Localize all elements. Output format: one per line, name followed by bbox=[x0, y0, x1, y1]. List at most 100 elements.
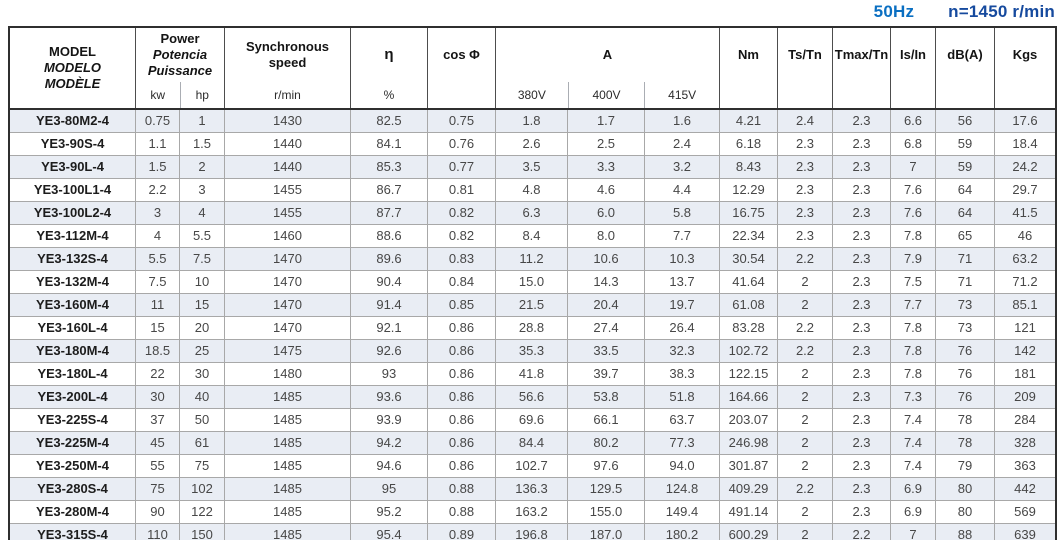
value-cell: 2.3 bbox=[832, 225, 890, 247]
value-cell: 6.8 bbox=[890, 133, 935, 155]
value-cell: 85.3 bbox=[350, 156, 427, 178]
model-cell: YE3-280S-4 bbox=[37, 481, 108, 496]
value-cell: 78 bbox=[935, 409, 994, 431]
value-cell: 20 bbox=[179, 317, 224, 339]
value-cell: 12.29 bbox=[719, 179, 777, 201]
value-cell: 122 bbox=[179, 501, 224, 523]
value-cell: 59 bbox=[935, 133, 994, 155]
value-cell: 39.7 bbox=[567, 363, 644, 385]
value-cell: 181 bbox=[994, 363, 1055, 385]
value-cell: 2.3 bbox=[777, 133, 832, 155]
value-cell: 4.4 bbox=[644, 179, 719, 201]
value-cell: 4.6 bbox=[567, 179, 644, 201]
value-cell: 2.2 bbox=[777, 340, 832, 362]
value-cell: 1440 bbox=[224, 156, 350, 178]
value-cell: 51.8 bbox=[644, 386, 719, 408]
value-cell: 7.8 bbox=[890, 363, 935, 385]
value-cell: 79 bbox=[935, 455, 994, 477]
value-cell: 2.2 bbox=[832, 524, 890, 540]
model-cell: YE3-90L-4 bbox=[41, 159, 104, 174]
value-cell: 110 bbox=[135, 524, 179, 540]
value-cell: 363 bbox=[994, 455, 1055, 477]
value-cell: 2.3 bbox=[832, 363, 890, 385]
table-row: YE3-225M-4 45 61 1485 94.2 0.86 84.4 80.2 77.3 24… bbox=[10, 431, 1055, 454]
value-cell: 2.3 bbox=[777, 225, 832, 247]
value-cell: 0.86 bbox=[427, 386, 495, 408]
value-cell: 93 bbox=[350, 363, 427, 385]
value-cell: 8.4 bbox=[495, 225, 567, 247]
value-cell: 84.1 bbox=[350, 133, 427, 155]
value-cell: 2.5 bbox=[567, 133, 644, 155]
value-cell: 18.4 bbox=[994, 133, 1055, 155]
value-cell: 94.0 bbox=[644, 455, 719, 477]
ts-tn-label: Ts/Tn bbox=[788, 47, 822, 62]
value-cell: 28.8 bbox=[495, 317, 567, 339]
value-cell: 2.3 bbox=[832, 156, 890, 178]
value-cell: 92.6 bbox=[350, 340, 427, 362]
value-cell: 95 bbox=[350, 478, 427, 500]
value-cell: 0.81 bbox=[427, 179, 495, 201]
value-cell: 0.86 bbox=[427, 455, 495, 477]
table-row: YE3-132M-4 7.5 10 1470 90.4 0.84 15.0 14.3 13.7 4… bbox=[10, 270, 1055, 293]
value-cell: 1455 bbox=[224, 179, 350, 201]
value-cell: 21.5 bbox=[495, 294, 567, 316]
value-cell: 11 bbox=[135, 294, 179, 316]
value-cell: 56.6 bbox=[495, 386, 567, 408]
value-cell: 2 bbox=[179, 156, 224, 178]
value-cell: 20.4 bbox=[567, 294, 644, 316]
value-cell: 1485 bbox=[224, 478, 350, 500]
value-cell: 76 bbox=[935, 340, 994, 362]
value-cell: 2.3 bbox=[777, 156, 832, 178]
value-cell: 149.4 bbox=[644, 501, 719, 523]
value-cell: 86.7 bbox=[350, 179, 427, 201]
value-cell: 0.88 bbox=[427, 478, 495, 500]
value-cell: 121 bbox=[994, 317, 1055, 339]
value-cell: 11.2 bbox=[495, 248, 567, 270]
value-cell: 0.86 bbox=[427, 317, 495, 339]
value-cell: 7.8 bbox=[890, 340, 935, 362]
value-cell: 1475 bbox=[224, 340, 350, 362]
table-row: YE3-80M2-4 0.75 1 1430 82.5 0.75 1.8 1.7 1.6 4.21… bbox=[10, 110, 1055, 132]
value-cell: 63.7 bbox=[644, 409, 719, 431]
efficiency-unit: % bbox=[383, 88, 395, 102]
value-cell: 3.5 bbox=[495, 156, 567, 178]
col-header-kw: kw bbox=[150, 88, 166, 102]
value-cell: 4.21 bbox=[719, 110, 777, 132]
value-cell: 35.3 bbox=[495, 340, 567, 362]
value-cell: 15 bbox=[135, 317, 179, 339]
value-cell: 73 bbox=[935, 294, 994, 316]
value-cell: 61.08 bbox=[719, 294, 777, 316]
value-cell: 14.3 bbox=[567, 271, 644, 293]
value-cell: 6.3 bbox=[495, 202, 567, 224]
value-cell: 73 bbox=[935, 317, 994, 339]
table-row: YE3-200L-4 30 40 1485 93.6 0.86 56.6 53.8 51.8 16… bbox=[10, 385, 1055, 408]
value-cell: 2.6 bbox=[495, 133, 567, 155]
model-label-fr: MODÈLE bbox=[44, 76, 101, 91]
value-cell: 38.3 bbox=[644, 363, 719, 385]
model-cell: YE3-160L-4 bbox=[37, 320, 108, 335]
value-cell: 3 bbox=[179, 179, 224, 201]
value-cell: 7.4 bbox=[890, 409, 935, 431]
value-cell: 7 bbox=[890, 524, 935, 540]
value-cell: 2.3 bbox=[832, 202, 890, 224]
value-cell: 5.8 bbox=[644, 202, 719, 224]
col-header-model: MODEL MODELO MODÈLE bbox=[10, 28, 135, 108]
col-header-weight: Kgs bbox=[994, 28, 1055, 108]
table-row: YE3-180M-4 18.5 25 1475 92.6 0.86 35.3 33.5 32.3… bbox=[10, 339, 1055, 362]
value-cell: 71 bbox=[935, 271, 994, 293]
value-cell: 7.6 bbox=[890, 179, 935, 201]
col-header-hp: hp bbox=[179, 82, 225, 108]
value-cell: 91.4 bbox=[350, 294, 427, 316]
value-cell: 7.9 bbox=[890, 248, 935, 270]
model-cell: YE3-280M-4 bbox=[36, 504, 109, 519]
value-cell: 0.86 bbox=[427, 340, 495, 362]
value-cell: 7.7 bbox=[644, 225, 719, 247]
model-cell: YE3-132S-4 bbox=[37, 251, 108, 266]
value-cell: 1485 bbox=[224, 524, 350, 540]
value-cell: 19.7 bbox=[644, 294, 719, 316]
value-cell: 94.6 bbox=[350, 455, 427, 477]
value-cell: 87.7 bbox=[350, 202, 427, 224]
value-cell: 65 bbox=[935, 225, 994, 247]
value-cell: 30 bbox=[179, 363, 224, 385]
model-label-es: MODELO bbox=[43, 60, 102, 75]
